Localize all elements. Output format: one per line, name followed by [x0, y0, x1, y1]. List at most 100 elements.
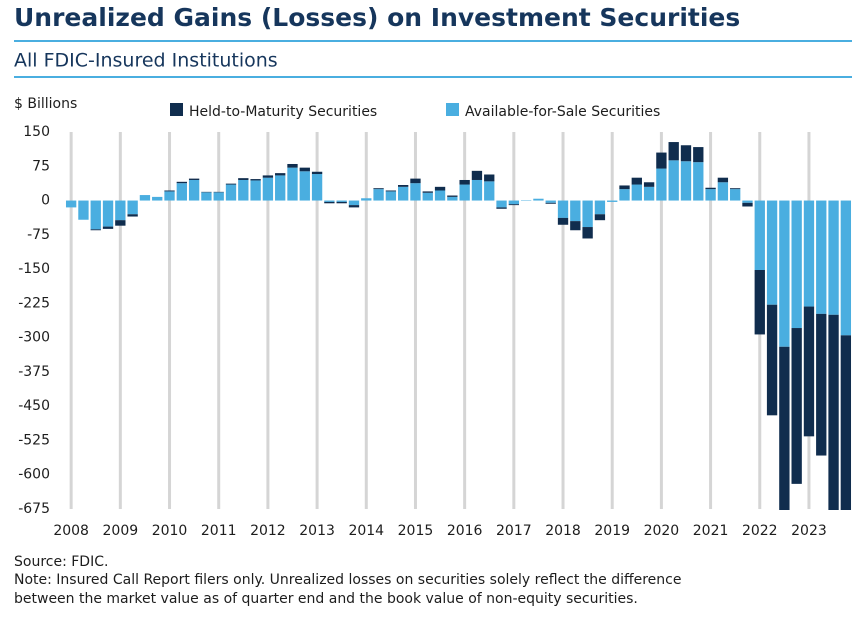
bar — [730, 189, 741, 201]
bar — [693, 147, 704, 163]
bar — [570, 221, 581, 231]
bar — [324, 201, 335, 204]
source: Source: FDIC. — [14, 554, 108, 570]
bar — [176, 181, 187, 184]
bar — [742, 202, 753, 207]
bar — [533, 198, 544, 201]
x-tick-label: 2016 — [447, 523, 483, 539]
bar — [299, 167, 310, 172]
bar — [594, 200, 606, 215]
bar — [434, 186, 446, 191]
y-tick-label: -450 — [18, 398, 50, 414]
bar — [336, 201, 347, 204]
bar — [262, 175, 274, 178]
bar — [484, 174, 495, 182]
bar — [385, 191, 397, 201]
x-tick-label: 2020 — [644, 523, 680, 539]
y-tick-label: -225 — [18, 295, 50, 311]
bar — [238, 178, 249, 180]
bar — [545, 202, 556, 204]
bar — [434, 190, 446, 201]
bar — [90, 229, 101, 231]
bar — [557, 217, 569, 225]
y-tick-label: -300 — [18, 330, 50, 346]
bar — [176, 183, 187, 201]
y-tick-label: -75 — [27, 227, 50, 243]
bar — [275, 173, 286, 176]
bar — [680, 161, 692, 201]
bar — [508, 204, 520, 206]
bar — [496, 200, 507, 208]
bar — [201, 192, 212, 201]
bar — [127, 200, 138, 215]
bar — [336, 200, 347, 202]
bar — [385, 190, 397, 192]
chart-title: Unrealized Gains (Losses) on Investment … — [14, 3, 740, 32]
y-tick-label: -525 — [18, 432, 50, 448]
bar — [188, 179, 200, 201]
bar — [213, 192, 224, 201]
bar — [78, 200, 89, 220]
bar — [225, 184, 237, 201]
y-axis-label: $ Billions — [14, 96, 77, 112]
bar — [828, 314, 839, 510]
legend-label: Held-to-Maturity Securities — [189, 104, 377, 120]
y-tick-label: 150 — [23, 124, 50, 140]
bar — [250, 180, 261, 201]
bar — [791, 200, 802, 329]
bar — [410, 178, 421, 184]
bar — [311, 171, 323, 175]
bar — [705, 189, 716, 201]
bar — [816, 200, 827, 314]
x-tick-label: 2008 — [53, 523, 89, 539]
bar — [90, 200, 101, 230]
bar — [643, 186, 655, 201]
bar — [164, 190, 175, 192]
x-tick-label: 2013 — [299, 523, 335, 539]
bar — [262, 177, 274, 201]
bar — [311, 174, 323, 201]
legend-label: Available-for-Sale Securities — [465, 104, 660, 120]
bar — [643, 182, 655, 187]
bar — [397, 186, 409, 201]
bar — [115, 200, 126, 221]
bar — [557, 200, 569, 218]
y-tick-label: -375 — [18, 364, 50, 380]
bar — [779, 200, 790, 347]
bar — [471, 170, 483, 180]
bar — [668, 142, 679, 161]
bar — [840, 200, 852, 336]
bar — [631, 177, 642, 185]
bar — [545, 200, 556, 203]
bar — [225, 183, 237, 185]
bar — [373, 189, 384, 201]
bar — [410, 183, 421, 201]
bar — [742, 200, 753, 203]
bar — [447, 195, 458, 197]
bar — [705, 187, 716, 190]
bar — [361, 198, 372, 201]
bar — [840, 335, 852, 510]
bar — [754, 270, 765, 335]
bar — [766, 200, 778, 305]
bar — [656, 168, 667, 201]
bar — [779, 346, 790, 510]
bar — [127, 214, 138, 217]
legend-swatch — [446, 103, 459, 116]
bar — [693, 162, 704, 201]
bar — [102, 200, 114, 227]
x-tick-label: 2023 — [791, 523, 827, 539]
bar — [324, 200, 335, 202]
bars — [65, 142, 852, 510]
bar — [717, 177, 729, 183]
bar — [348, 205, 360, 208]
bar — [152, 196, 163, 201]
bar — [508, 200, 520, 205]
x-tick-label: 2010 — [152, 523, 188, 539]
bar — [607, 200, 618, 202]
x-tick-label: 2019 — [594, 523, 630, 539]
bar — [730, 188, 741, 190]
bar — [484, 181, 495, 201]
bar — [766, 304, 778, 416]
